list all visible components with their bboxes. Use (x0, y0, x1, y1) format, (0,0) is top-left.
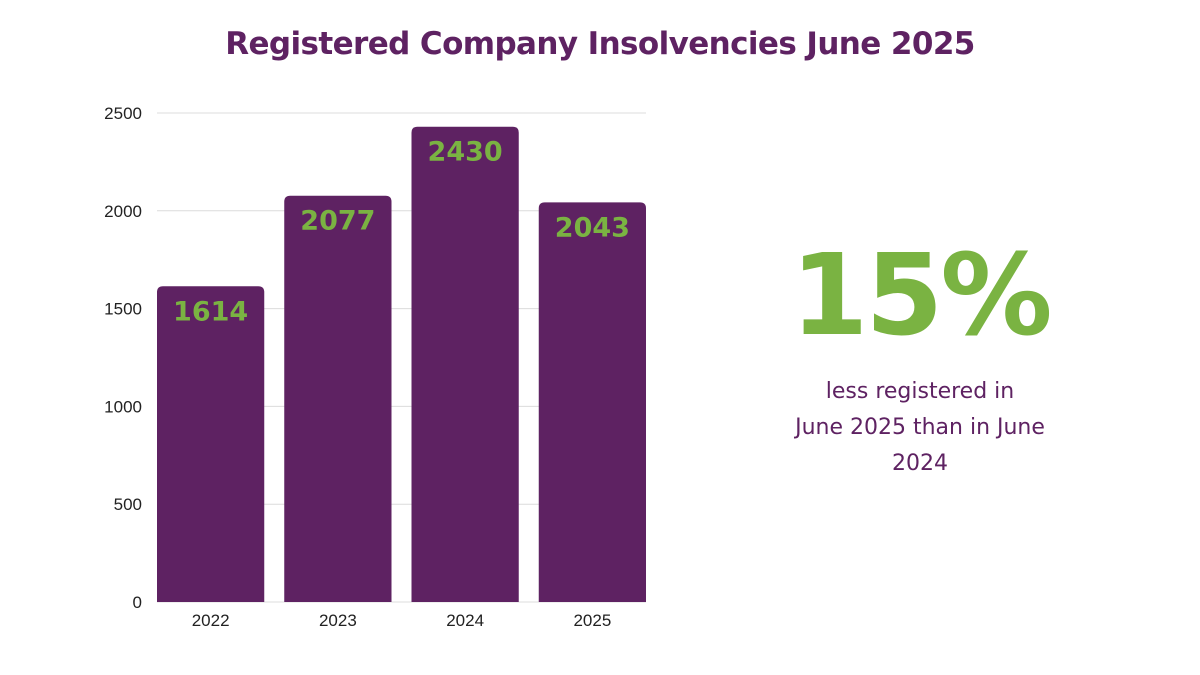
x-tick-label: 2023 (319, 611, 357, 630)
y-tick-label: 1500 (104, 300, 142, 319)
y-axis-ticks: 0 500 1000 1500 2000 2500 (104, 104, 142, 612)
x-axis-ticks: 2022 2023 2024 2025 (192, 611, 612, 630)
callout-text: less registered in June 2025 than in Jun… (720, 374, 1120, 482)
bar-2022 (157, 286, 265, 602)
data-label: 2430 (428, 137, 503, 168)
bar-2023 (284, 195, 392, 602)
bar-2024 (411, 126, 519, 602)
callout: 15% less registered in June 2025 than in… (720, 240, 1120, 482)
y-tick-label: 500 (114, 495, 142, 514)
data-labels: 1614 2077 2430 2043 (173, 137, 630, 328)
y-tick-label: 2500 (104, 104, 142, 123)
y-tick-label: 2000 (104, 202, 142, 221)
bars (157, 126, 646, 602)
bar-2025 (538, 202, 646, 602)
callout-line: June 2025 than in June (795, 415, 1045, 440)
chart-title: Registered Company Insolvencies June 202… (225, 26, 975, 62)
callout-value: 15% (790, 231, 1052, 361)
data-label: 1614 (173, 296, 248, 327)
data-label: 2077 (300, 206, 375, 237)
x-tick-label: 2024 (446, 611, 484, 630)
callout-line: less registered in (825, 379, 1015, 404)
data-label: 2043 (555, 212, 630, 243)
x-tick-label: 2025 (573, 611, 611, 630)
x-tick-label: 2022 (192, 611, 230, 630)
y-tick-label: 1000 (104, 397, 142, 416)
callout-line: 2024 (892, 451, 948, 476)
y-tick-label: 0 (133, 593, 142, 612)
